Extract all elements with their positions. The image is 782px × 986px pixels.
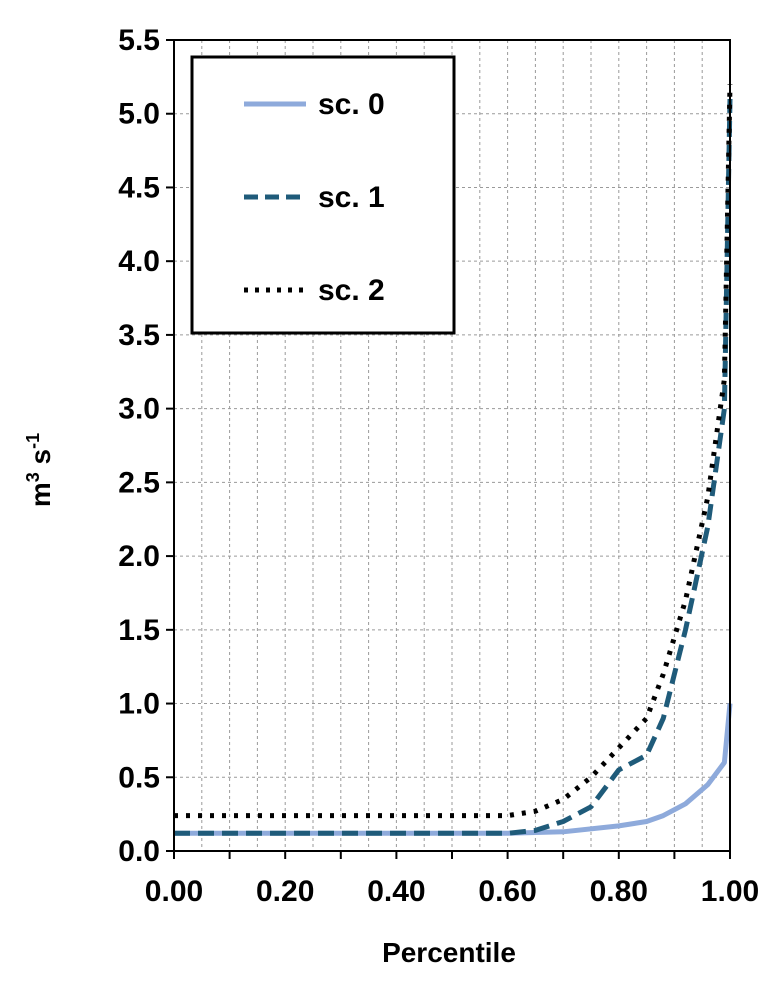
x-tick-label-1: 0.20: [256, 875, 314, 908]
x-tick-label-0: 0.00: [145, 875, 203, 908]
y-tick-label-9: 4.5: [118, 171, 160, 204]
plot-area: [174, 84, 733, 836]
y-tick-label-3: 1.5: [118, 614, 160, 647]
y-tick-label-6: 3.0: [118, 393, 160, 426]
x-tick-label-3: 0.60: [478, 875, 536, 908]
series-line-sc2: [174, 84, 733, 819]
y-tick-label-10: 5.0: [118, 98, 160, 131]
legend-label-sc2: sc. 2: [318, 274, 385, 307]
y-tick-label-5: 2.5: [118, 466, 160, 499]
legend-label-sc1: sc. 1: [318, 181, 385, 214]
tick-labels: 0.0 0.5 1.0 1.5 2.0 2.5 3.0 3.5 4.0 4.5 5.0 5.5 0.00…: [118, 24, 759, 908]
legend-label-sc0: sc. 0: [318, 88, 385, 121]
y-tick-label-11: 5.5: [118, 24, 160, 57]
y-tick-label-1: 0.5: [118, 761, 160, 794]
x-tick-label-2: 0.40: [367, 875, 425, 908]
y-tick-label-7: 3.5: [118, 319, 160, 352]
x-tick-label-4: 0.80: [590, 875, 648, 908]
y-tick-label-0: 0.0: [118, 835, 160, 868]
y-tick-label-4: 2.0: [118, 540, 160, 573]
y-tick-label-8: 4.0: [118, 245, 160, 278]
x-axis-title: Percentile: [382, 937, 516, 968]
series-line-sc1: [174, 98, 733, 836]
y-tick-label-2: 1.0: [118, 688, 160, 721]
x-tick-label-5: 1.00: [701, 875, 759, 908]
plot-frame: [173, 39, 731, 852]
y-axis-title: m3 s-1: [23, 433, 56, 507]
legend-box: [190, 55, 456, 335]
legend: sc. 0 sc. 1 sc. 2: [190, 55, 456, 335]
